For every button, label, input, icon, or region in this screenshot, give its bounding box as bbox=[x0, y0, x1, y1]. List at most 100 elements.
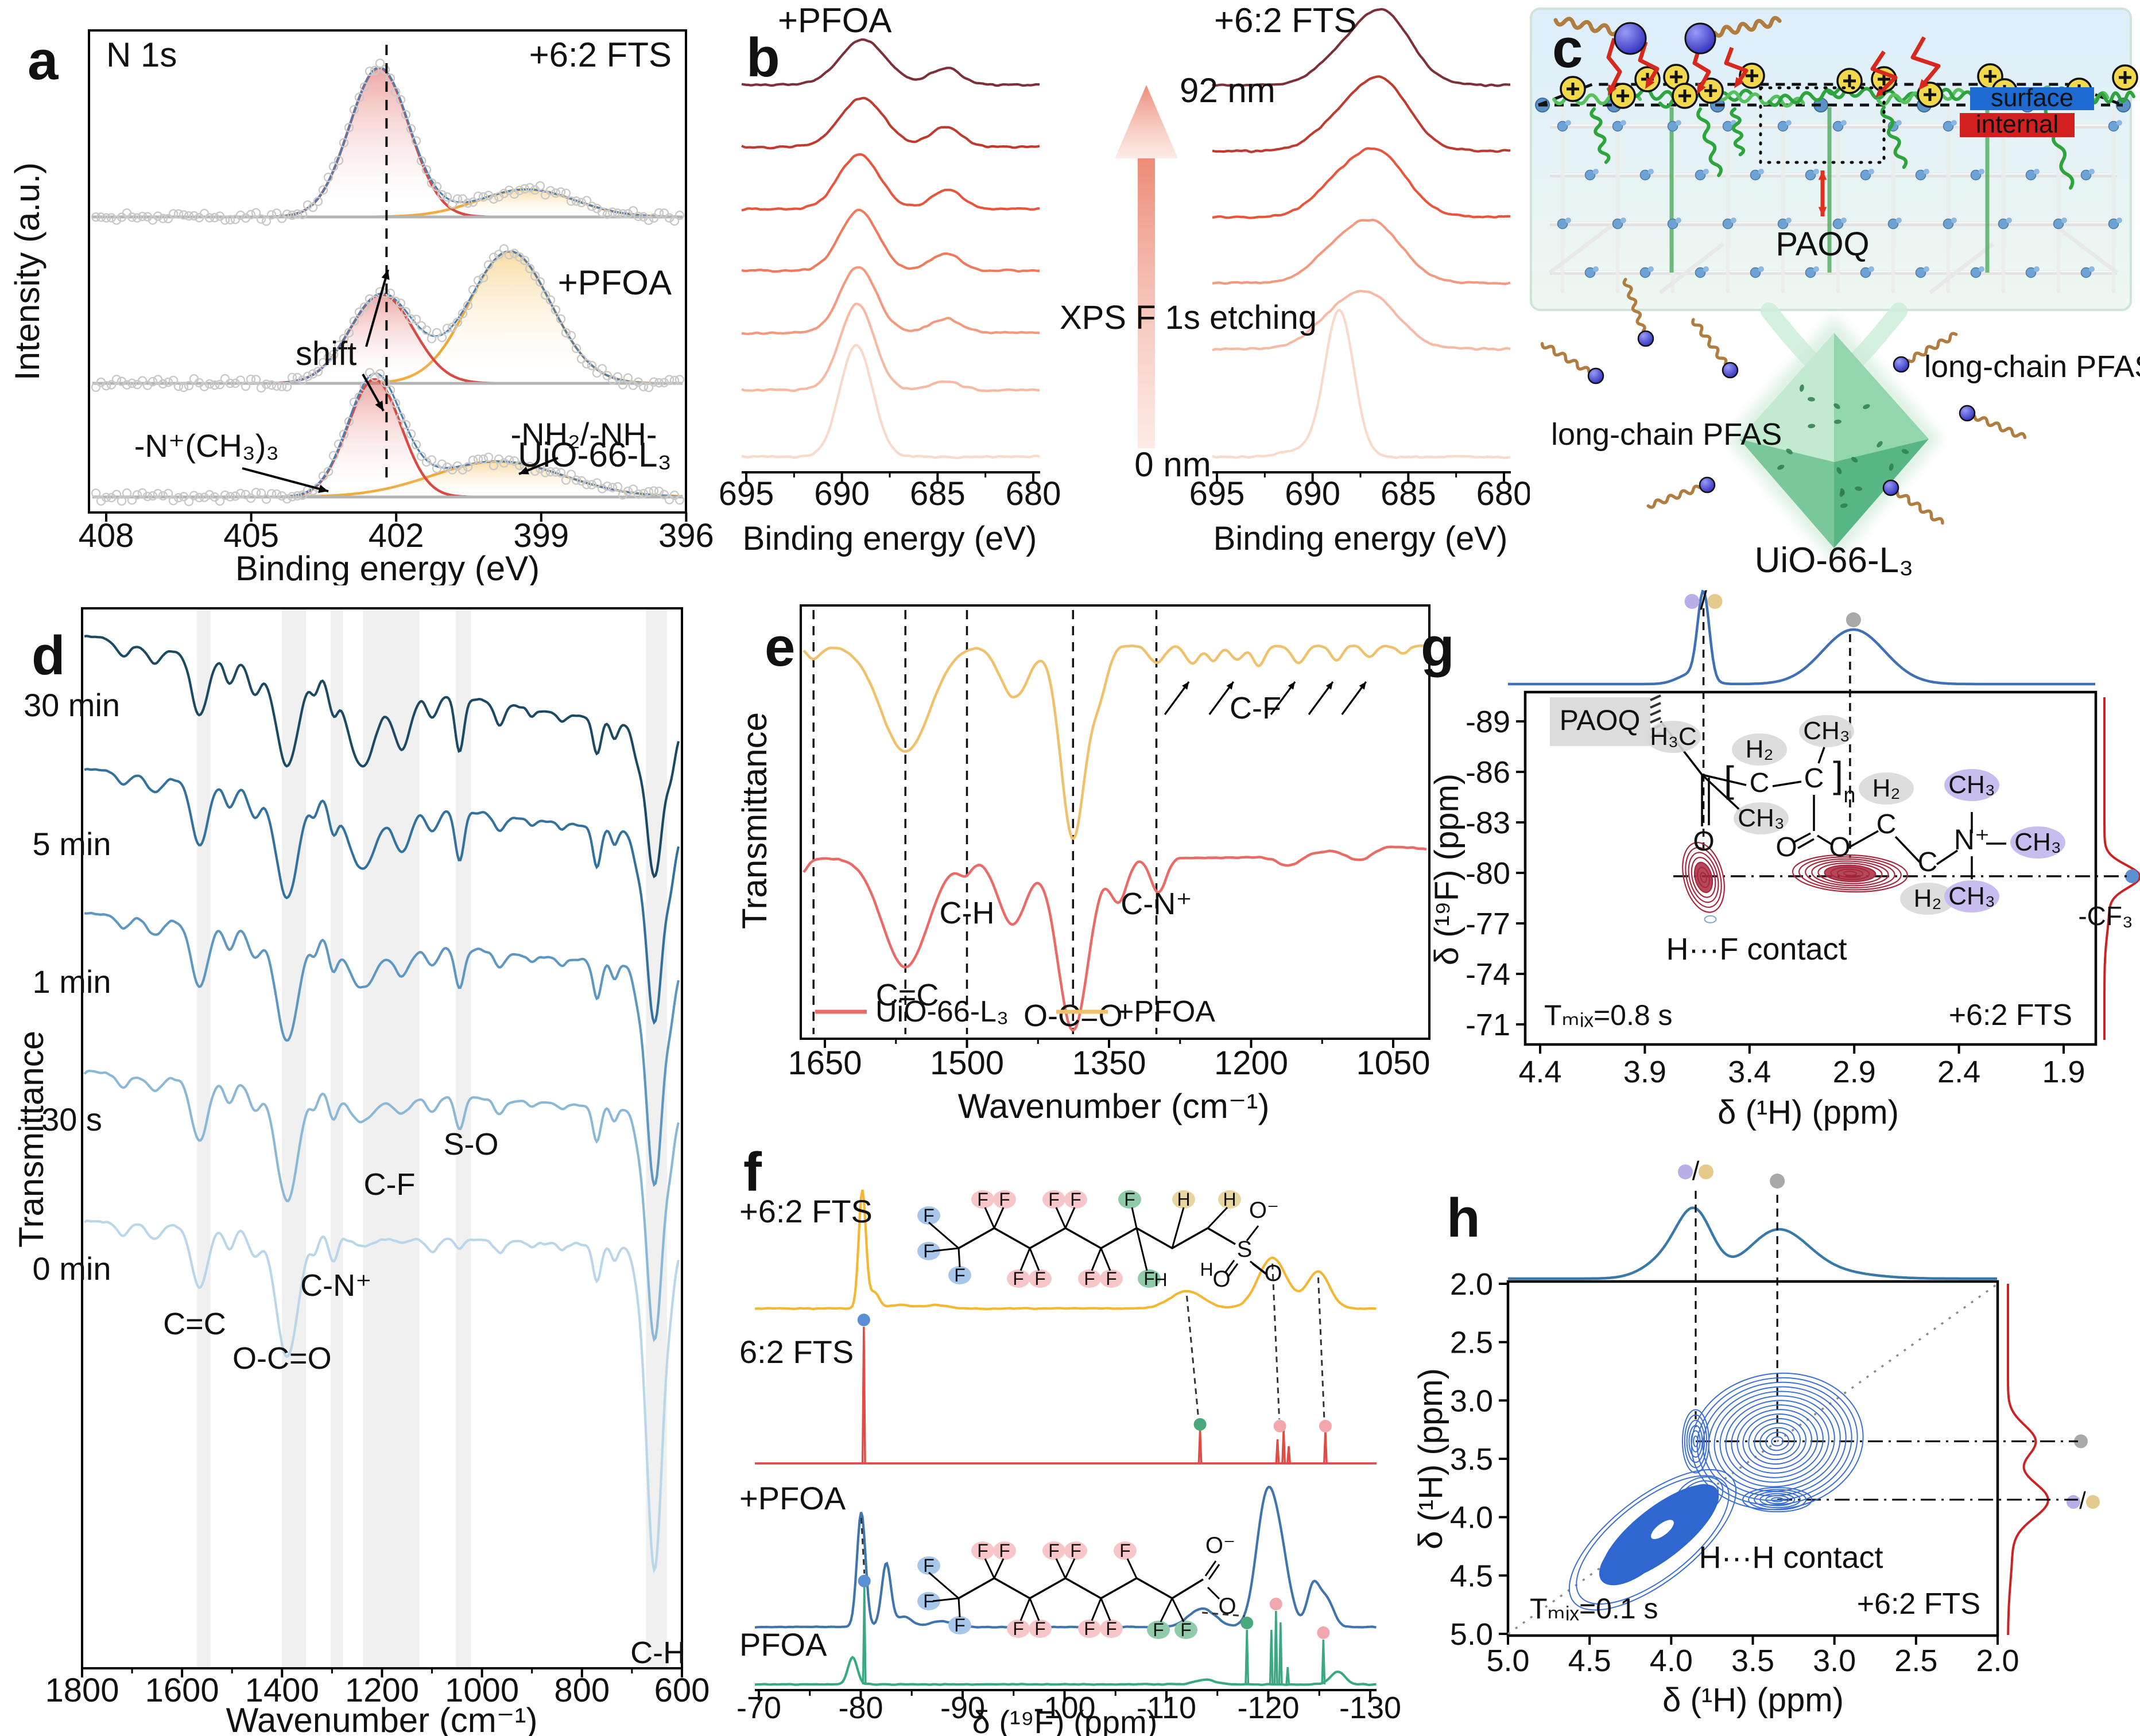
bond bbox=[1772, 780, 1802, 787]
x-tick-label: -110 bbox=[1137, 1691, 1196, 1725]
atom-label: F bbox=[923, 1205, 935, 1226]
dotted-region bbox=[1759, 86, 1886, 164]
data-point bbox=[571, 196, 581, 206]
panel-g: g -89 -86 -83 -80 -77 -74 -71 4.4 3.9 3.4 2.9 2.4 1.9… bbox=[1412, 585, 2140, 1159]
data-point bbox=[282, 382, 292, 392]
zr-node bbox=[2089, 266, 2095, 272]
crystal-pore bbox=[1786, 448, 1793, 455]
depth-label-top: 92 nm bbox=[1180, 71, 1276, 110]
crystal-facet bbox=[1834, 333, 1929, 462]
data-point bbox=[530, 271, 540, 281]
atom-label: F bbox=[1153, 1620, 1164, 1640]
ftir-time-series-chart: d 1800 1600 1400 1200 1000 800 600 Wavenumber (c… bbox=[12, 607, 710, 1736]
data-point bbox=[354, 92, 365, 102]
zr-node bbox=[1667, 121, 1678, 132]
zr-node-surface bbox=[2116, 98, 2131, 112]
data-point bbox=[210, 380, 220, 390]
atom-label: O bbox=[1218, 1594, 1236, 1619]
data-point bbox=[235, 488, 246, 499]
data-point bbox=[463, 462, 473, 472]
zr-node bbox=[1750, 169, 1761, 181]
contour-ring bbox=[1686, 1419, 1705, 1463]
data-point bbox=[421, 165, 432, 175]
data-point bbox=[669, 490, 680, 500]
etch-trace bbox=[741, 208, 1040, 273]
atom-label: F bbox=[1048, 1540, 1060, 1561]
contour-ring bbox=[1798, 856, 1902, 891]
bond bbox=[1055, 1558, 1067, 1579]
group-highlight bbox=[1859, 772, 1914, 805]
bracket-n: n bbox=[1843, 783, 1855, 807]
atom-label: F bbox=[1070, 1540, 1081, 1561]
contour-ring bbox=[1688, 852, 1719, 903]
x-tick-label: 690 bbox=[1285, 475, 1340, 512]
data-point bbox=[587, 201, 597, 211]
subplot-title: +6:2 FTS bbox=[1214, 5, 1356, 40]
y-axis-title: δ (¹H) (ppm) bbox=[1412, 1368, 1449, 1549]
panel-b: b 695 690 685 680 Binding energy (eV) 695 690 68… bbox=[720, 5, 1530, 585]
x-tick-label: 1600 bbox=[145, 1672, 219, 1709]
data-point bbox=[649, 213, 659, 223]
time-label: 0 min bbox=[33, 1250, 111, 1287]
zr-node bbox=[1951, 218, 1957, 223]
atom-f-icon bbox=[1078, 1620, 1101, 1638]
x-tick-label: 680 bbox=[1006, 475, 1061, 512]
data-point bbox=[282, 494, 292, 504]
atom-f-icon bbox=[1042, 1541, 1065, 1560]
nmr-spike bbox=[1321, 1639, 1326, 1685]
x-tick-label: 402 bbox=[369, 517, 424, 554]
group-highlight bbox=[1799, 715, 1854, 747]
data-point bbox=[437, 190, 447, 200]
data-point bbox=[432, 181, 442, 192]
bond bbox=[1019, 1598, 1031, 1621]
data-point bbox=[127, 495, 137, 505]
panel-letter-b: b bbox=[746, 27, 780, 88]
data-point bbox=[173, 209, 184, 219]
connector-line bbox=[1317, 1277, 1325, 1420]
bond bbox=[1817, 834, 1833, 846]
contour-ring bbox=[1682, 842, 1725, 913]
group-highlight bbox=[1646, 721, 1701, 753]
data-point bbox=[612, 208, 623, 218]
zr-node bbox=[2116, 120, 2122, 126]
data-point bbox=[204, 213, 215, 223]
x-tick-label: 1000 bbox=[445, 1672, 519, 1709]
y-tick-label: 3.0 bbox=[1450, 1384, 1493, 1418]
nmr-spike bbox=[1245, 1629, 1250, 1685]
bond bbox=[1227, 1263, 1239, 1277]
contour-ring bbox=[1576, 1475, 1730, 1605]
cf-label: C-F bbox=[1230, 691, 1281, 725]
x-tick-label: -100 bbox=[1033, 1691, 1095, 1725]
data-point bbox=[261, 216, 272, 226]
data-point bbox=[297, 209, 308, 219]
crystal-pore bbox=[1799, 384, 1804, 392]
x-tick-label: 1.9 bbox=[2042, 1055, 2085, 1089]
zr-node bbox=[1943, 218, 1954, 230]
data-point bbox=[545, 467, 556, 477]
bond bbox=[1064, 1207, 1076, 1229]
arrowhead-icon bbox=[1325, 682, 1333, 690]
etch-trace bbox=[741, 302, 1040, 393]
data-point bbox=[318, 358, 328, 368]
pfas-head-icon bbox=[1587, 367, 1604, 385]
connector-line bbox=[1271, 1263, 1281, 1420]
fluorous-chain bbox=[1606, 37, 1622, 90]
data-point bbox=[256, 214, 266, 224]
contour-ring bbox=[1792, 854, 1908, 893]
data-point bbox=[545, 295, 556, 305]
data-point bbox=[173, 493, 184, 503]
data-point bbox=[520, 184, 530, 194]
crystal-facet bbox=[1834, 439, 1929, 548]
data-point bbox=[163, 488, 173, 499]
data-point bbox=[452, 317, 463, 327]
time-label: 1 min bbox=[33, 964, 111, 1000]
bond bbox=[928, 1221, 959, 1249]
pfas-tail bbox=[1973, 414, 2027, 440]
region-label: N 1s bbox=[106, 36, 177, 74]
fit-peak-fill bbox=[92, 189, 683, 217]
bond bbox=[932, 1247, 959, 1252]
highlight-band bbox=[330, 608, 343, 1668]
x-tick-label: -130 bbox=[1339, 1691, 1401, 1725]
cf3-label: -CF₃ bbox=[2078, 901, 2133, 931]
contour-ring bbox=[1748, 1417, 1806, 1465]
